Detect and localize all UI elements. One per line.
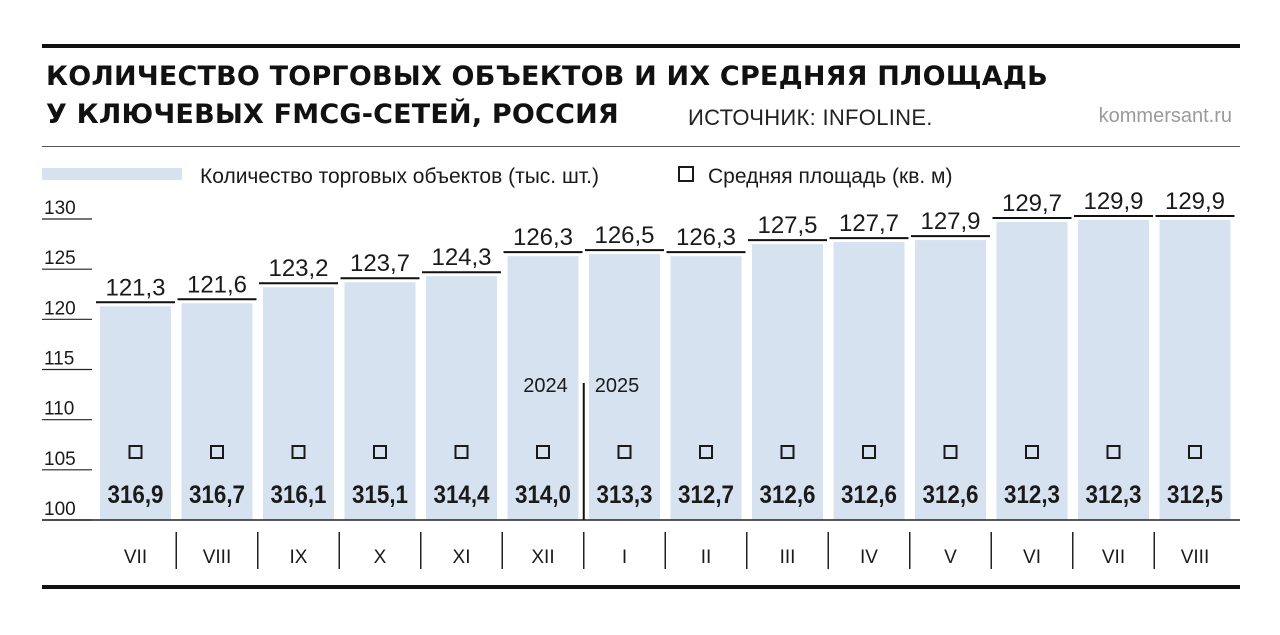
bar (589, 254, 660, 520)
x-category-label: I (622, 547, 627, 568)
x-category-label: VIII (1181, 547, 1210, 568)
year-label-2024: 2024 (523, 375, 568, 397)
area-square-marker (1025, 445, 1039, 459)
x-category-label: VI (1023, 547, 1041, 568)
area-value-label: 316,7 (189, 481, 245, 509)
x-category-label: VIII (203, 547, 232, 568)
x-category-label: VII (124, 547, 147, 568)
bar-value-label: 121,6 (187, 271, 247, 298)
bar-value-label: 129,7 (1002, 190, 1062, 217)
x-category-label: VII (1102, 547, 1125, 568)
source-note: ИСТОЧНИК: INFOLINE. (688, 105, 933, 130)
bar (833, 242, 905, 520)
area-value-label: 312,6 (841, 481, 897, 509)
bar-value-label: 123,7 (350, 250, 410, 277)
area-value-label: 312,7 (678, 481, 734, 509)
top-rule (42, 44, 1240, 48)
area-square-marker (943, 445, 958, 459)
area-value-label: 313,3 (597, 481, 653, 509)
area-square-marker (1188, 445, 1202, 459)
area-square-marker (536, 445, 550, 459)
area-square-marker (373, 445, 387, 459)
bar (915, 240, 986, 520)
y-tick-label: 120 (44, 298, 76, 319)
area-value-label: 316,9 (108, 481, 164, 509)
area-square-marker (291, 445, 306, 459)
bar (263, 287, 334, 520)
x-category-label: V (944, 547, 957, 568)
legend-square-marker (678, 166, 694, 182)
bar-value-label: 124,3 (431, 244, 491, 271)
area-value-label: 312,6 (923, 481, 979, 509)
area-value-label: 314,4 (434, 481, 490, 509)
bar-value-label: 127,7 (839, 210, 899, 237)
x-category-label: II (701, 547, 712, 568)
area-value-label: 312,6 (760, 481, 816, 509)
area-value-label: 314,0 (515, 481, 571, 509)
bar-value-label: 127,5 (757, 212, 817, 239)
area-value-label: 316,1 (271, 481, 327, 509)
bar (1078, 220, 1149, 520)
bar-value-label: 121,3 (105, 274, 165, 301)
x-category-label: XI (453, 547, 471, 568)
area-value-label: 315,1 (352, 481, 408, 509)
site-credit: kommersant.ru (1098, 105, 1232, 127)
bar (1159, 220, 1231, 520)
bar (181, 303, 253, 520)
bar-value-label: 126,5 (594, 222, 654, 249)
y-tick-label: 125 (44, 248, 76, 269)
area-square-marker (1106, 445, 1121, 459)
x-category-label: III (780, 547, 796, 568)
bar (996, 222, 1068, 520)
chart-title-line-2: У КЛЮЧЕВЫХ FMCG-СЕТЕЙ, РОССИЯ (46, 99, 619, 130)
area-value-label: 312,3 (1004, 481, 1060, 509)
area-value-label: 312,5 (1167, 481, 1223, 509)
y-tick-label: 130 (44, 198, 76, 219)
bar-value-label: 123,2 (268, 255, 328, 282)
y-tick-label: 115 (44, 349, 74, 370)
y-tick-label: 100 (44, 499, 76, 520)
bar (507, 256, 579, 520)
bar (100, 306, 171, 520)
bar-value-label: 129,9 (1083, 188, 1143, 215)
legend-bar-label: Количество торговых объектов (тыс. шт.) (200, 165, 599, 188)
x-category-label: IX (290, 547, 308, 568)
year-label-2025: 2025 (595, 375, 640, 397)
legend-bar-swatch (42, 168, 182, 180)
x-category-label: XII (531, 547, 554, 568)
chart-title-line-1: КОЛИЧЕСТВО ТОРГОВЫХ ОБЪЕКТОВ И ИХ СРЕДНЯ… (46, 61, 1048, 92)
bar-value-label: 126,3 (676, 224, 736, 251)
bar-value-label: 126,3 (513, 224, 573, 251)
bar (426, 276, 497, 520)
area-square-marker (862, 445, 876, 459)
x-category-label: X (374, 547, 387, 568)
header-divider (42, 146, 1240, 147)
y-tick-label: 110 (44, 399, 74, 420)
bar-value-label: 129,9 (1165, 188, 1225, 215)
bar (752, 244, 823, 521)
area-square-marker (128, 445, 143, 459)
bar (670, 256, 742, 520)
bar-value-label: 127,9 (920, 208, 980, 235)
area-square-marker (210, 445, 224, 459)
bottom-rule (42, 585, 1240, 589)
bar (344, 282, 416, 520)
legend-marker-label: Средняя площадь (кв. м) (708, 165, 952, 188)
x-category-label: IV (860, 547, 878, 568)
y-tick-label: 105 (44, 449, 76, 470)
area-square-marker (454, 445, 469, 459)
area-square-marker (699, 445, 713, 459)
area-value-label: 312,3 (1086, 481, 1142, 509)
area-square-marker (780, 445, 795, 459)
chart-title: КОЛИЧЕСТВО ТОРГОВЫХ ОБЪЕКТОВ И ИХ СРЕДНЯ… (46, 58, 1048, 134)
area-square-marker (617, 445, 632, 459)
